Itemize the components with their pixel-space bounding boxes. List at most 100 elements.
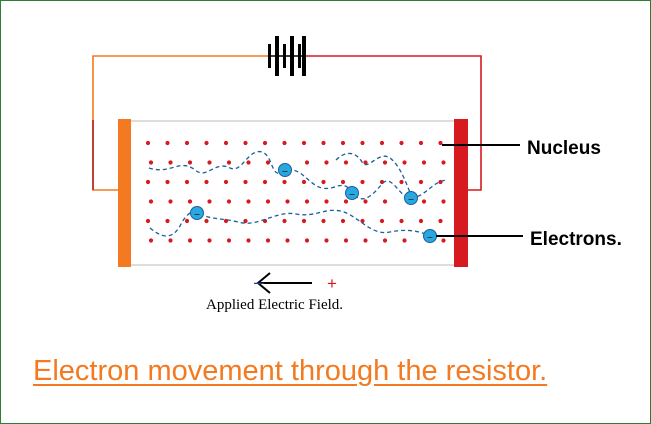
nucleus-dot [226,238,232,243]
nucleus-dot [145,179,151,185]
nucleus-dot [321,140,326,146]
nucleus-dot [324,238,329,243]
nucleus-dot [304,238,310,243]
diagram-title: Electron movement through the resistor. [33,355,548,387]
nucleus-dot [204,218,209,224]
nucleus-dot [148,199,154,204]
nucleus-dot [363,160,368,165]
nucleus-dot [304,160,310,165]
nucleus-dot [204,179,209,185]
nucleus-dot [187,160,193,165]
nucleus-dot [184,218,190,224]
nucleus-dot [340,179,346,185]
nucleus-dot [360,218,365,224]
nucleus-dot [223,179,229,185]
nucleus-dot [187,238,193,243]
nucleus-dot [324,199,329,204]
field-arrow-icon [256,272,312,294]
nucleus-dot [145,218,151,224]
nucleus-label: Nucleus [527,138,601,159]
nucleus-dot [399,218,404,224]
nucleus-dot [148,160,154,165]
nucleus-dot [243,179,248,185]
nucleus-dot [421,160,427,165]
nucleus-dot [265,199,271,204]
nucleus-dot [421,199,427,204]
nucleus-dot [226,199,232,204]
nucleus-dot [382,199,388,204]
battery-icon [268,36,306,76]
electron: – [278,163,292,177]
nucleus-dot [207,160,212,165]
nucleus-dot [168,160,173,165]
nucleus-dot [438,218,443,224]
nucleus-dot [379,218,385,224]
nucleus-dot [379,179,385,185]
electron-path [148,151,447,200]
nucleus-dot [438,140,443,146]
nucleus-dot [441,199,446,204]
nucleus-dot [340,140,346,146]
nucleus-dot [321,179,326,185]
nucleus-dot [165,140,170,146]
nucleus-dot [301,179,307,185]
nucleus-dot [265,238,271,243]
svg-text:–: – [427,232,432,242]
nucleus-dot [226,160,232,165]
nucleus-dot [324,160,329,165]
nucleus-dot [363,199,368,204]
nucleus-dot [246,199,251,204]
nucleus-dot [399,140,404,146]
nucleus-dot [399,179,404,185]
resistor-body [128,120,456,266]
nucleus-dot [418,218,424,224]
nucleus-dot [246,160,251,165]
nucleus-dot [243,140,248,146]
nucleus-dot [243,218,248,224]
nucleus-dot [438,179,443,185]
nucleus-dot [304,199,310,204]
nucleus-dot [360,179,365,185]
nucleus-dot [207,199,212,204]
nucleus-dot [184,179,190,185]
nucleus-dot [441,238,446,243]
nucleus-dot [148,238,154,243]
nucleus-dot [282,140,287,146]
nucleus-dot [246,238,251,243]
field-minus-sign: – [254,272,265,292]
nucleus-dot [285,199,290,204]
nucleus-dot [402,160,407,165]
nucleus-dot [418,140,424,146]
nucleus-dot [204,140,209,146]
nucleus-dot [402,238,407,243]
nucleus-dot [168,199,173,204]
nucleus-dot [343,199,349,204]
nucleus-dot [187,199,193,204]
electrons-label: Electrons. [530,229,622,250]
nucleus-dot [382,160,388,165]
nucleus-dot [418,179,424,185]
nuclei-grid [145,140,446,243]
nucleus-dot [343,160,349,165]
electron: – [423,229,437,243]
svg-text:–: – [282,166,287,176]
nucleus-dot [301,140,307,146]
nucleus-dot [165,179,170,185]
electron: – [345,186,359,200]
nucleus-dot [379,140,385,146]
positive-terminal [454,119,468,267]
nucleus-dot [282,179,287,185]
nucleus-dot [343,238,349,243]
nucleus-dot [285,238,290,243]
nucleus-dot [282,218,287,224]
nucleus-dot [184,140,190,146]
wire-positive [304,55,482,191]
field-plus-sign: + [327,274,337,293]
negative-terminal [118,119,131,267]
nucleus-dot [145,140,151,146]
svg-text:–: – [408,194,413,204]
nucleus-dot [363,238,368,243]
electron: – [190,206,204,220]
svg-text:–: – [194,209,199,219]
